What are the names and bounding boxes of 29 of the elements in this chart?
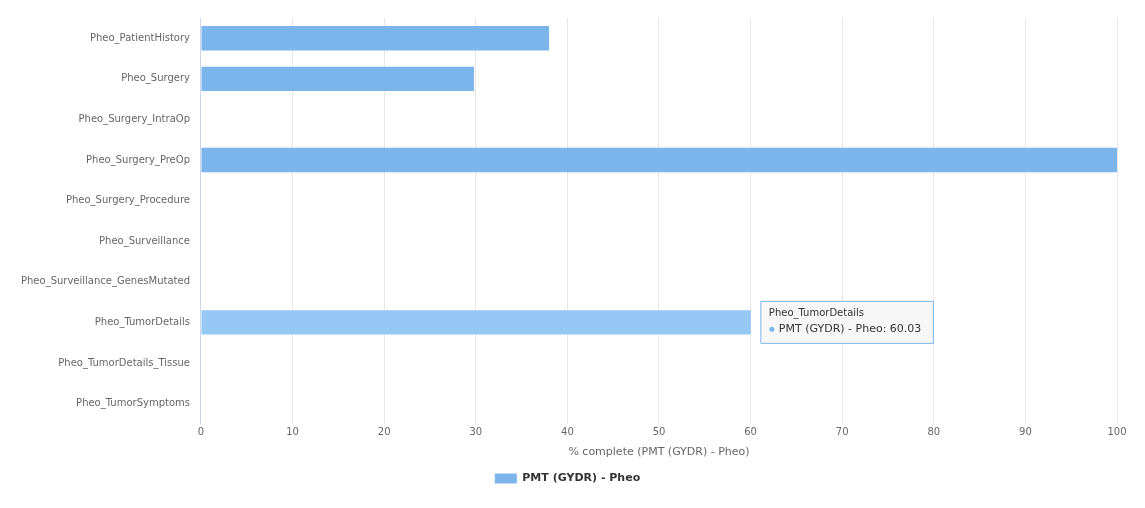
y-tick-label: Pheo_Surgery_PreOp xyxy=(86,153,190,166)
x-tick-label: 60 xyxy=(744,426,757,438)
bar xyxy=(201,310,751,335)
x-tick-label: 90 xyxy=(1019,426,1032,438)
bar xyxy=(201,66,474,92)
y-tick-label: Pheo_Surgery xyxy=(121,72,191,85)
bar xyxy=(201,147,1117,173)
y-tick-label: Pheo_Surgery_IntraOp xyxy=(78,113,190,126)
x-tick-label: 100 xyxy=(1107,426,1127,438)
y-tick-label: Pheo_Surveillance_GenesMutated xyxy=(20,275,190,288)
x-tick-label: 10 xyxy=(286,426,299,438)
x-tick-label: 40 xyxy=(561,426,574,438)
x-tick-label: 30 xyxy=(469,426,483,438)
y-tick-label: Pheo_Surgery_Procedure xyxy=(65,194,190,207)
annotation: Pheo_TumorDetails xyxy=(768,306,865,319)
y-tick-label: Pheo_TumorDetails_Tissue xyxy=(58,356,190,369)
annotation: PMT (GYDR) - Pheo: 60.03 xyxy=(778,322,922,336)
x-axis-title: % complete (PMT (GYDR) - Pheo) xyxy=(568,445,750,459)
y-tick-label: Pheo_PatientHistory xyxy=(89,31,191,44)
x-tick-label: 20 xyxy=(377,426,391,438)
y-tick-label: Pheo_TumorSymptoms xyxy=(76,397,190,410)
x-tick-label: 80 xyxy=(927,426,941,438)
y-tick-label: Pheo_Surveillance xyxy=(99,234,190,247)
x-tick-label: 50 xyxy=(652,426,666,438)
y-tick-label: Pheo_TumorDetails xyxy=(94,315,190,328)
x-tick-label: 0 xyxy=(197,426,205,438)
x-tick-label: 70 xyxy=(835,426,849,438)
bar xyxy=(201,26,550,51)
legend-label: PMT (GYDR) - Pheo xyxy=(522,471,641,485)
